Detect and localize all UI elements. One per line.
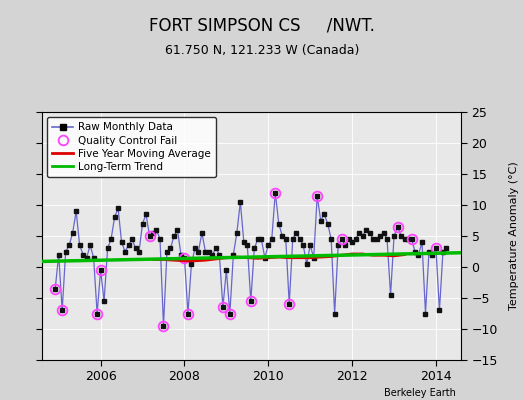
Legend: Raw Monthly Data, Quality Control Fail, Five Year Moving Average, Long-Term Tren: Raw Monthly Data, Quality Control Fail, … (47, 117, 216, 177)
Text: Berkeley Earth: Berkeley Earth (384, 388, 456, 398)
Y-axis label: Temperature Anomaly (°C): Temperature Anomaly (°C) (509, 162, 519, 310)
Text: FORT SIMPSON CS     /NWT.: FORT SIMPSON CS /NWT. (149, 16, 375, 34)
Text: 61.750 N, 121.233 W (Canada): 61.750 N, 121.233 W (Canada) (165, 44, 359, 57)
